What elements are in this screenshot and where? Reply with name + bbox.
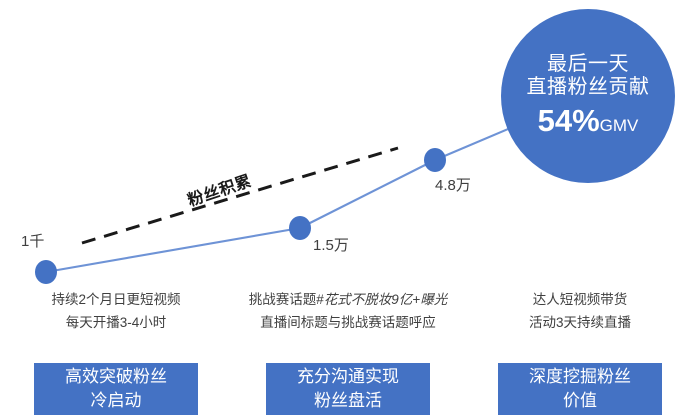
bubble-line-1: 最后一天 <box>547 52 629 75</box>
conclusion-box-3: 深度挖掘粉丝 价值 <box>498 363 662 415</box>
data-point-label-2: 1.5万 <box>313 237 349 254</box>
data-point-label-1: 1千 <box>21 233 45 250</box>
data-point-marker-1 <box>35 260 57 284</box>
stage-3-line-2: 活动3天持续直播 <box>528 315 631 331</box>
stage-1-line-2: 每天开播3-4小时 <box>65 315 167 331</box>
conclusion-1-line-2: 冷启动 <box>90 391 142 410</box>
growth-line <box>44 122 522 274</box>
stage-2-line-2: 直播间标题与挑战赛话题呼应 <box>260 315 436 331</box>
stage-description-2: 挑战赛话题#花式不脱妆9亿+曝光 直播间标题与挑战赛话题呼应 <box>232 288 464 334</box>
stage-2-line-1-suffix: 9亿+曝光 <box>391 292 448 307</box>
stage-3-line-1: 达人短视频带货 <box>532 292 628 307</box>
final-day-contribution-bubble: 最后一天 直播粉丝贡献 54%GMV <box>501 9 675 183</box>
stage-2-line-1-prefix: 挑战赛话题# <box>248 292 324 307</box>
conclusion-box-2: 充分沟通实现 粉丝盘活 <box>266 363 430 415</box>
data-point-marker-3 <box>424 148 446 172</box>
stage-2-line-1-topic: 花式不脱妆 <box>323 292 392 307</box>
conclusion-3-line-1: 深度挖掘粉丝 <box>529 366 631 386</box>
bubble-line-2: 直播粉丝贡献 <box>526 76 650 99</box>
conclusion-box-1: 高效突破粉丝 冷启动 <box>34 363 198 415</box>
bubble-metric-row: 54%GMV <box>538 103 639 140</box>
stage-description-3: 达人短视频带货 活动3天持续直播 <box>464 288 696 334</box>
data-point-label-3: 4.8万 <box>435 177 471 194</box>
conclusion-1-line-1: 高效突破粉丝 <box>65 366 167 386</box>
stage-2-line-1: 挑战赛话题#花式不脱妆9亿+曝光 <box>232 288 464 311</box>
bubble-metric-label: GMV <box>599 115 639 135</box>
conclusion-2-line-2: 粉丝盘活 <box>314 391 382 410</box>
stage-description-1: 持续2个月日更短视频 每天开播3-4小时 <box>0 288 232 334</box>
stage-1-line-1: 持续2个月日更短视频 <box>51 292 181 307</box>
fan-accumulation-dashed-line <box>81 146 399 245</box>
conclusion-3-line-2: 价值 <box>563 391 597 410</box>
conclusion-2-line-1: 充分沟通实现 <box>297 366 399 386</box>
data-point-marker-2 <box>289 216 311 240</box>
bubble-percent-value: 54% <box>537 102 600 138</box>
